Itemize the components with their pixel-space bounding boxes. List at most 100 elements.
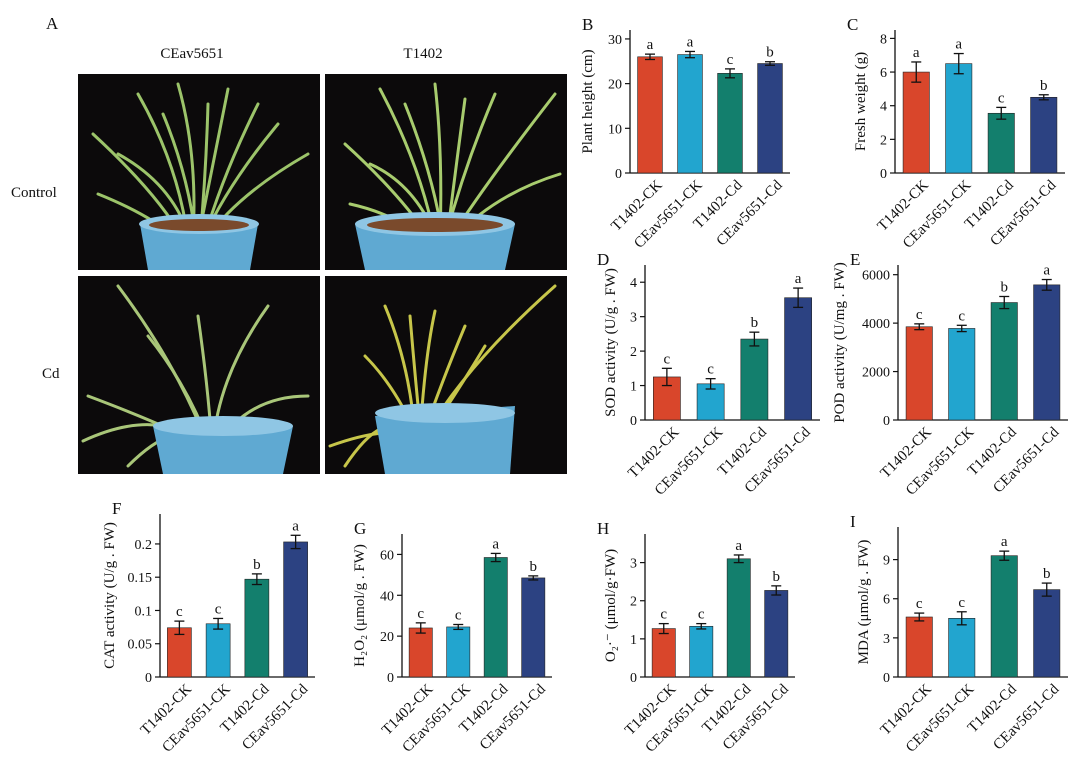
significance-letter-b: b xyxy=(766,45,774,61)
panel-letter-E: E xyxy=(850,250,860,269)
y-tick-label-d: 1 xyxy=(630,380,637,395)
panel-letter-B: B xyxy=(582,15,593,34)
significance-letter-e: b xyxy=(1001,279,1009,295)
bar-i-t1402-cd xyxy=(990,555,1018,678)
significance-letter-h: c xyxy=(660,607,667,623)
y-tick-label-i: 3 xyxy=(883,632,890,647)
y-tick-label-f: 0 xyxy=(145,671,152,686)
y-tick-label-d: 2 xyxy=(630,345,637,360)
y-tick-label-b: 10 xyxy=(608,122,622,137)
significance-letter-h: b xyxy=(773,569,781,585)
significance-letter-e: a xyxy=(1043,263,1050,279)
significance-letter-h: a xyxy=(735,538,742,554)
column-title-ceav5651: CEav5651 xyxy=(160,46,224,62)
y-tick-label-i: 0 xyxy=(883,671,890,686)
significance-letter-c: b xyxy=(1040,78,1048,94)
y-axis-label-e: POD activity (U/mg . FW) xyxy=(832,262,848,422)
significance-letter-g: a xyxy=(492,536,499,552)
y-tick-label-f: 0.1 xyxy=(135,604,153,619)
y-tick-label-c: 6 xyxy=(880,66,887,81)
bar-f-ceav5651-cd xyxy=(283,541,308,678)
row-label-control: Control xyxy=(11,185,57,201)
significance-letter-g: b xyxy=(530,559,538,575)
significance-letter-f: a xyxy=(292,518,299,534)
y-tick-label-c: 2 xyxy=(880,133,887,148)
y-tick-label-g: 0 xyxy=(387,671,394,686)
photo-t1402-cd xyxy=(325,276,567,474)
panel-letter-F: F xyxy=(112,499,121,518)
significance-letter-g: c xyxy=(417,606,424,622)
significance-letter-i: b xyxy=(1043,566,1051,582)
y-axis-label-i: MDA (μmol/g . FW) xyxy=(856,540,872,665)
y-tick-label-e: 2000 xyxy=(862,366,890,381)
significance-letter-b: a xyxy=(647,37,654,53)
significance-letter-f: b xyxy=(253,557,261,573)
y-tick-label-b: 30 xyxy=(608,33,622,48)
bar-d-ceav5651-cd xyxy=(784,297,812,421)
column-title-t1402: T1402 xyxy=(403,46,443,62)
significance-letter-d: a xyxy=(795,271,802,287)
panel-letter-D: D xyxy=(597,250,609,269)
bar-b-ceav5651-ck xyxy=(677,54,703,174)
bar-d-t1402-cd xyxy=(740,338,769,421)
significance-letter-h: c xyxy=(698,607,705,623)
bar-e-ceav5651-ck xyxy=(948,328,976,421)
bar-e-ceav5651-cd xyxy=(1033,284,1061,421)
significance-letter-d: c xyxy=(664,351,671,367)
y-tick-label-f: 0.2 xyxy=(135,538,153,553)
bar-c-ceav5651-ck xyxy=(945,63,973,174)
panel-letter-A: A xyxy=(46,14,59,33)
bar-d-ceav5651-ck xyxy=(696,383,725,421)
y-tick-label-h: 0 xyxy=(630,671,637,686)
y-tick-label-h: 3 xyxy=(630,557,637,572)
bar-b-t1402-cd xyxy=(717,73,743,174)
panel-letter-H: H xyxy=(597,519,609,538)
bar-f-t1402-cd xyxy=(244,578,270,678)
significance-letter-e: c xyxy=(958,308,965,324)
y-tick-label-c: 8 xyxy=(880,32,887,47)
y-tick-label-c: 4 xyxy=(880,100,887,115)
y-tick-label-b: 20 xyxy=(608,78,622,93)
bar-c-t1402-cd xyxy=(987,112,1015,174)
bar-c-ceav5651-cd xyxy=(1030,96,1058,174)
y-tick-label-e: 0 xyxy=(883,414,890,429)
y-tick-label-h: 2 xyxy=(630,595,637,610)
significance-letter-b: a xyxy=(687,34,694,50)
panel-letter-I: I xyxy=(850,512,856,531)
bar-e-t1402-cd xyxy=(990,302,1018,421)
y-tick-label-g: 40 xyxy=(380,589,394,604)
y-tick-label-g: 20 xyxy=(380,630,394,645)
y-tick-label-b: 0 xyxy=(615,167,622,182)
y-tick-label-e: 6000 xyxy=(862,269,890,284)
significance-letter-g: c xyxy=(455,607,462,623)
y-axis-label-b: Plant height (cm) xyxy=(580,49,596,153)
y-tick-label-i: 9 xyxy=(883,554,890,569)
significance-letter-c: c xyxy=(998,90,1005,106)
photo-ceav5651-cd xyxy=(78,276,320,474)
bar-f-t1402-ck xyxy=(167,627,192,678)
y-tick-label-f: 0.05 xyxy=(128,638,153,653)
y-tick-label-f: 0.15 xyxy=(128,571,153,586)
y-tick-label-d: 0 xyxy=(630,414,637,429)
photo-t1402-control xyxy=(325,74,567,270)
significance-letter-i: c xyxy=(958,595,965,611)
bar-e-t1402-ck xyxy=(905,326,933,421)
y-axis-label-h: O₂·⁻ (μmol/g·FW) xyxy=(603,549,619,662)
bar-i-t1402-ck xyxy=(905,616,933,678)
y-tick-label-c: 0 xyxy=(880,167,887,182)
significance-letter-i: a xyxy=(1001,534,1008,550)
y-tick-label-i: 6 xyxy=(883,593,890,608)
significance-letter-c: a xyxy=(955,37,962,53)
y-axis-label-g: H₂O₂ (μmol/g . FW) xyxy=(352,544,368,667)
significance-letter-d: b xyxy=(751,315,759,331)
significance-letter-i: c xyxy=(916,596,923,612)
y-tick-label-d: 3 xyxy=(630,311,637,326)
significance-letter-d: c xyxy=(707,362,714,378)
